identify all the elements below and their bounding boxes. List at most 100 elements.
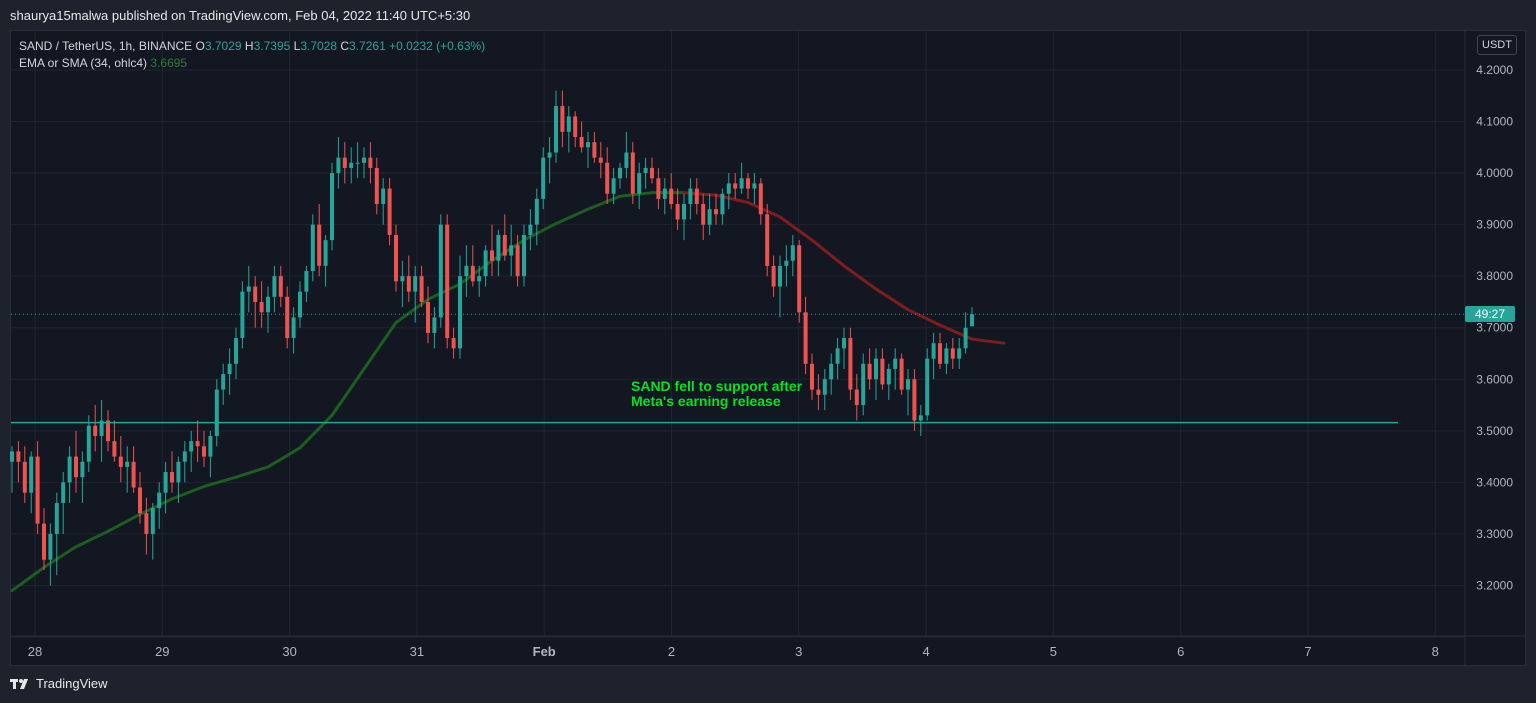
candle-body xyxy=(317,224,322,266)
candle-body xyxy=(234,338,238,364)
time-tick-label: 6 xyxy=(1177,644,1184,659)
candle-body xyxy=(509,245,514,256)
low-value: 3.7028 xyxy=(300,39,338,53)
ema-segment xyxy=(10,565,46,593)
candle xyxy=(477,265,482,297)
time-tick-label: 5 xyxy=(1050,644,1057,659)
candle xyxy=(464,245,469,297)
candle xyxy=(310,214,315,282)
close-value: 3.7261 xyxy=(349,39,386,53)
candle-body xyxy=(848,338,853,390)
candle-body xyxy=(394,234,398,282)
candle xyxy=(29,451,34,514)
candle-body xyxy=(541,157,546,199)
candle xyxy=(970,307,974,327)
open-label: O xyxy=(195,39,205,53)
candle xyxy=(842,327,846,369)
published-info: shaurya15malwa published on TradingView.… xyxy=(10,8,471,23)
ema-segment xyxy=(170,484,206,501)
candle xyxy=(739,162,744,194)
indicator-label[interactable]: EMA or SMA (34, ohlc4) xyxy=(19,56,148,70)
candle-body xyxy=(746,178,750,189)
ema-segment xyxy=(394,297,430,325)
candle-body xyxy=(586,142,590,148)
candle xyxy=(688,178,693,220)
candle-body xyxy=(323,240,328,266)
time-tick-label: 31 xyxy=(410,644,424,659)
candle-body xyxy=(483,250,488,277)
candle-body xyxy=(131,461,136,488)
candle-body xyxy=(125,461,130,467)
chart-pane[interactable] xyxy=(10,30,1526,666)
candle-body xyxy=(42,523,46,560)
candle-body xyxy=(464,265,469,277)
candle-body xyxy=(22,461,27,493)
candle xyxy=(330,162,334,251)
candle xyxy=(854,374,859,421)
candle xyxy=(355,142,360,179)
candle-body xyxy=(822,379,827,395)
candle xyxy=(157,482,162,529)
candle-body xyxy=(669,188,674,205)
candle xyxy=(125,446,130,493)
candle-body xyxy=(221,374,226,390)
candle xyxy=(278,265,283,308)
candle-body xyxy=(349,162,354,168)
candle-body xyxy=(707,209,712,225)
candle xyxy=(131,446,136,493)
candle-body xyxy=(170,472,174,483)
chart-annotation[interactable]: SAND fell to support after Meta's earnin… xyxy=(631,379,802,409)
candle xyxy=(144,497,149,555)
time-tick-label: 8 xyxy=(1432,644,1439,659)
time-tick-label: 29 xyxy=(155,644,169,659)
candle-body xyxy=(342,157,347,168)
candle xyxy=(778,255,782,318)
candle-body xyxy=(682,204,686,220)
candle-body xyxy=(61,482,66,503)
candle xyxy=(605,147,610,205)
candle xyxy=(253,276,258,328)
ema-segment xyxy=(234,465,270,479)
annotation-line-2: Meta's earning release xyxy=(631,393,781,409)
candle-body xyxy=(515,245,520,277)
candle-body xyxy=(765,214,770,266)
candle-body xyxy=(163,472,168,493)
candle-body xyxy=(106,420,110,442)
candle-body xyxy=(502,234,507,256)
candle-body xyxy=(803,312,808,364)
ema-segment xyxy=(970,337,1006,345)
candle xyxy=(483,245,488,287)
candle xyxy=(272,265,277,313)
currency-unit-button[interactable]: USDT xyxy=(1477,35,1517,55)
candle xyxy=(10,446,14,493)
price-tick-label: 3.6000 xyxy=(1476,372,1513,386)
candle xyxy=(938,332,942,369)
price-tick-label: 3.7000 xyxy=(1476,321,1513,335)
candle-body xyxy=(29,456,34,493)
candle xyxy=(93,405,98,452)
candle-body xyxy=(93,425,98,436)
top-bar: shaurya15malwa published on TradingView.… xyxy=(0,0,1536,30)
price-tick-label: 3.3000 xyxy=(1476,527,1513,541)
candle-body xyxy=(560,106,565,132)
candle-body xyxy=(278,276,283,297)
candle xyxy=(163,461,168,514)
bar-countdown-badge: 49:27 xyxy=(1465,306,1515,323)
candle-body xyxy=(957,348,962,359)
candle-body xyxy=(720,193,725,215)
candle-body xyxy=(554,106,558,153)
candle xyxy=(362,147,366,179)
candle xyxy=(586,131,590,168)
candle-body xyxy=(189,441,194,452)
candle-body xyxy=(810,363,814,390)
candle xyxy=(810,353,814,400)
ema-segment xyxy=(586,194,622,211)
candle-body xyxy=(35,456,40,524)
candle-body xyxy=(880,358,885,385)
candle-body xyxy=(630,152,635,194)
candle xyxy=(61,472,66,534)
candle xyxy=(656,167,661,210)
symbol-label: SAND / TetherUS, 1h, BINANCE xyxy=(19,39,193,53)
candle-body xyxy=(656,178,661,199)
